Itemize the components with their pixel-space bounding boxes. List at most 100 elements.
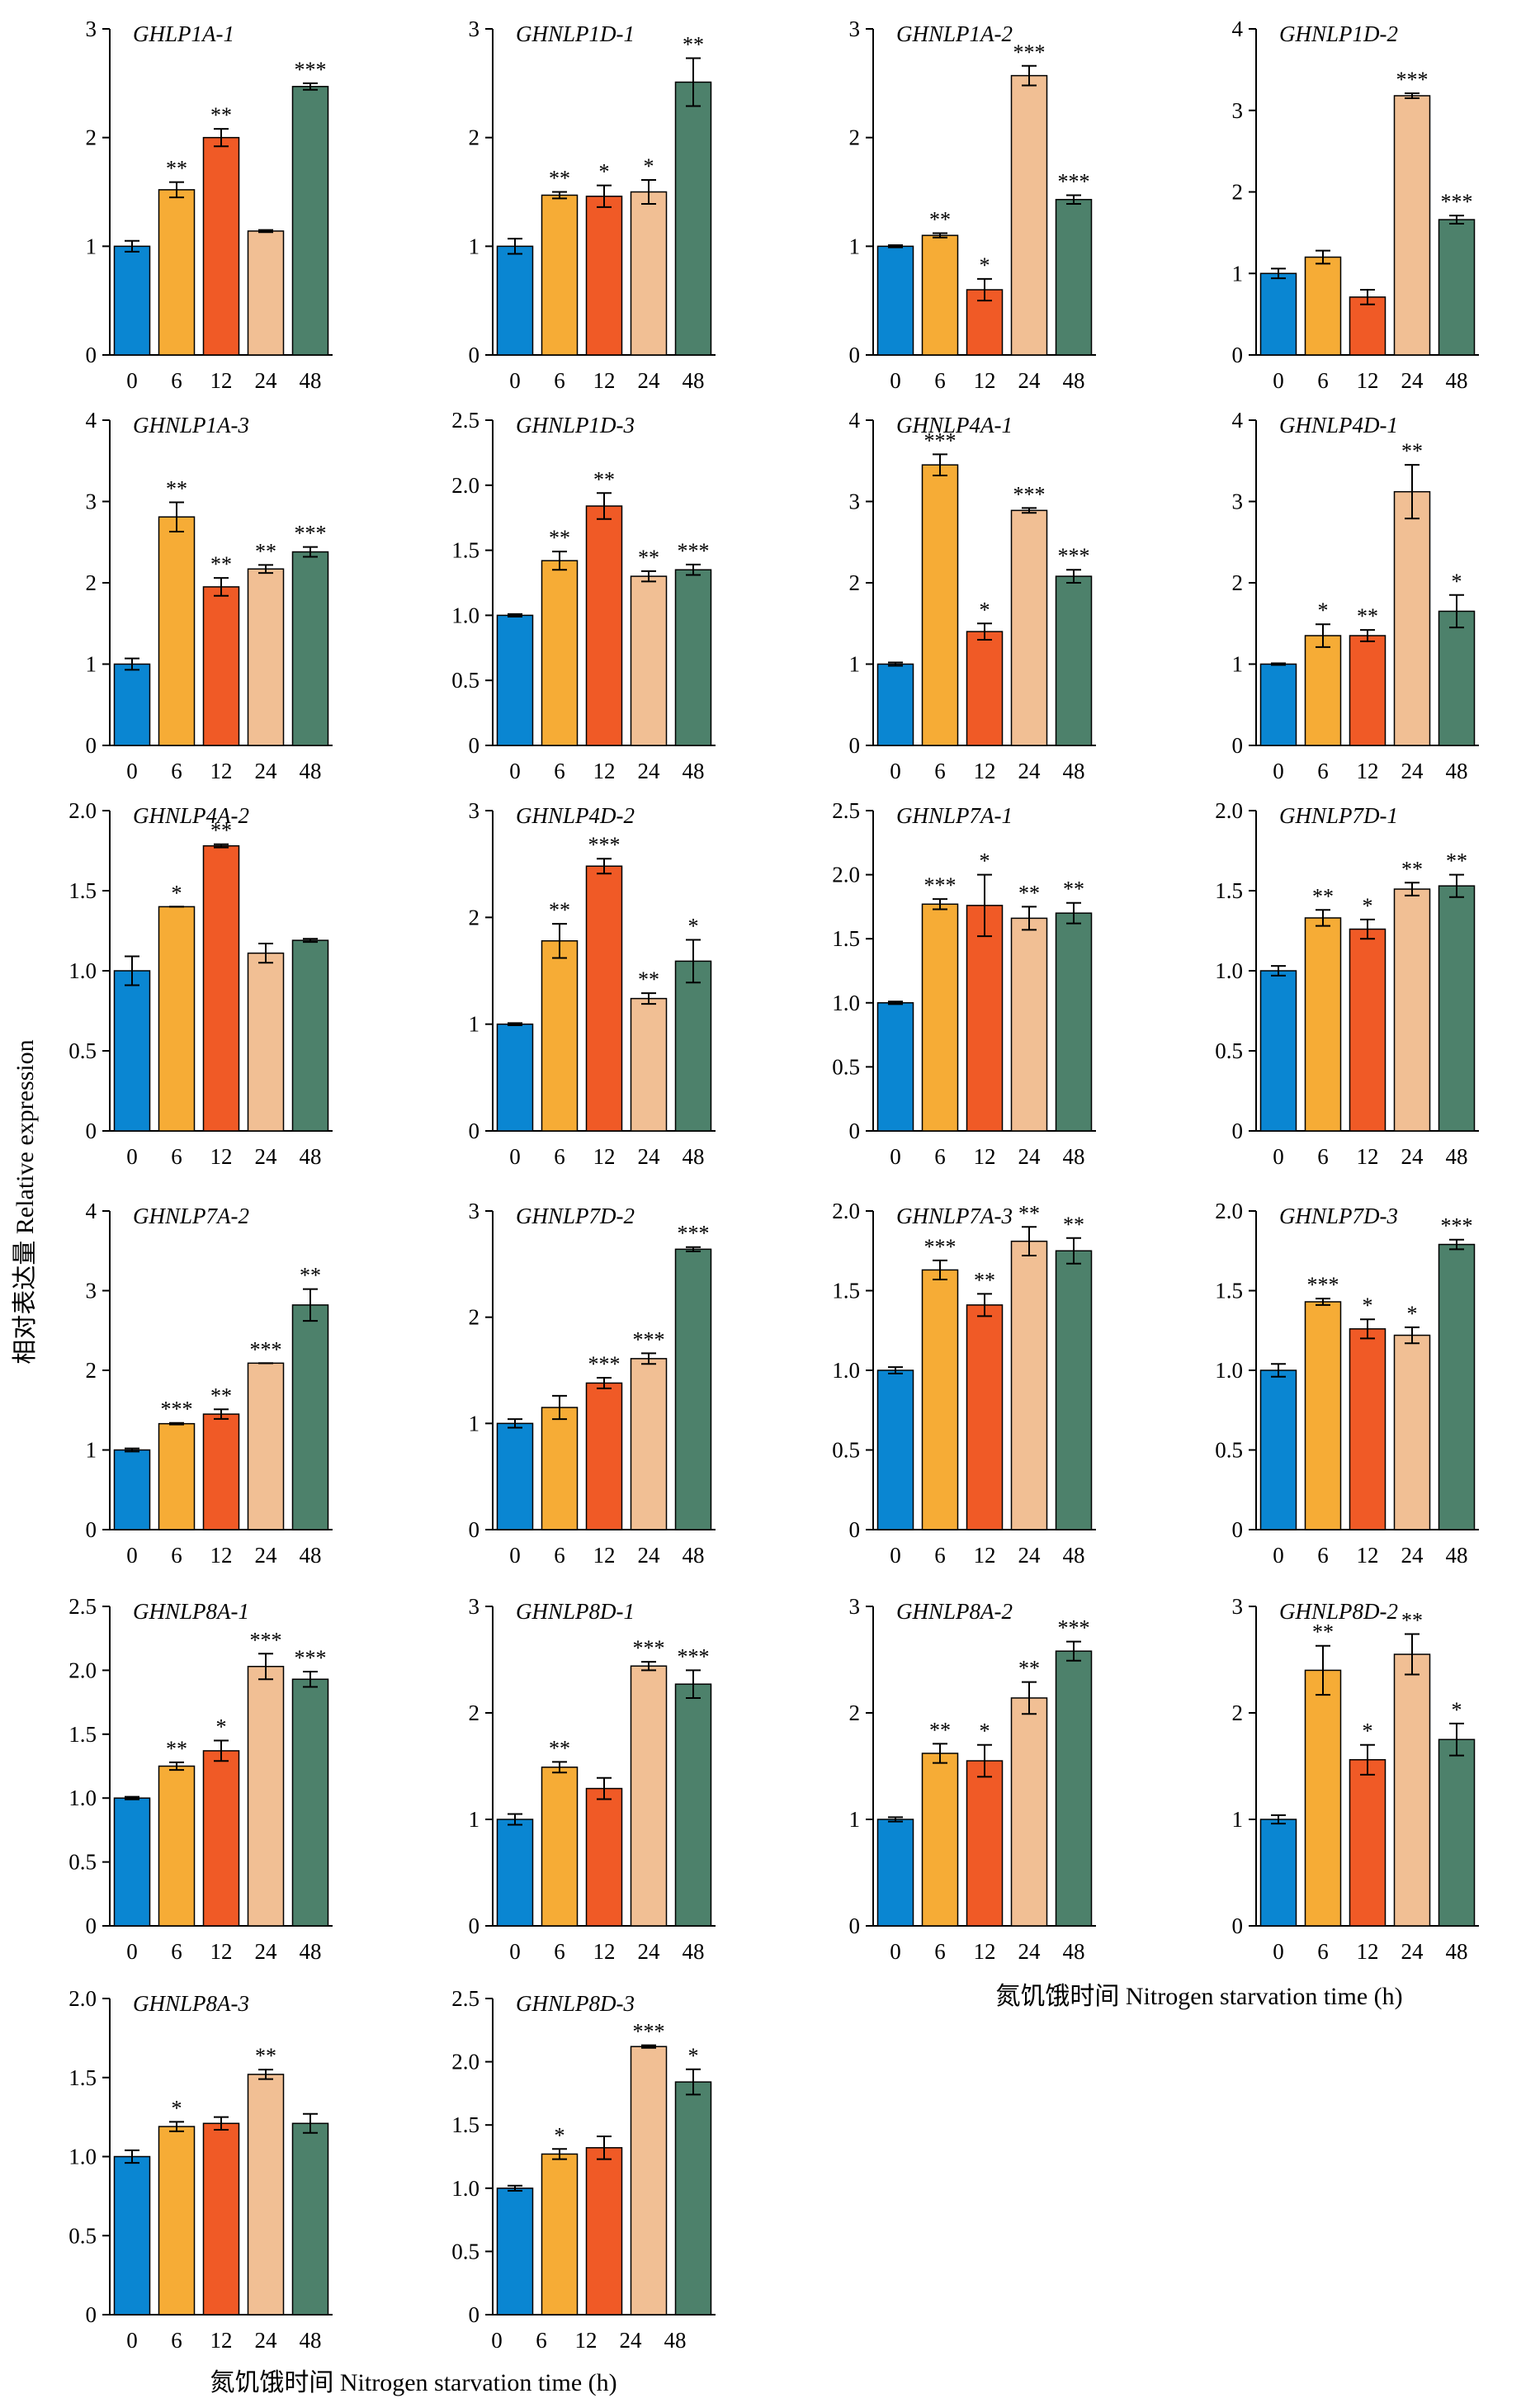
x-tick-label: 12 (974, 759, 996, 783)
x-tick-label: 48 (1446, 759, 1468, 783)
panel-title: GHNLP8A-2 (896, 1599, 1013, 1624)
panel-title: GHNLP1A-2 (896, 21, 1013, 46)
significance-marker: * (980, 1719, 990, 1743)
significance-marker: *** (295, 58, 327, 82)
x-tick-label: 0 (509, 759, 521, 783)
y-tick-label: 0.5 (68, 2223, 97, 2248)
bar-48h (1438, 1738, 1476, 1927)
y-tick-label: 2 (1232, 570, 1244, 595)
bar-24h (1010, 509, 1048, 746)
x-tick-label: 0 (126, 1543, 138, 1568)
y-tick-label: 1.5 (68, 2065, 97, 2090)
y-tick-label: 2.0 (68, 798, 97, 823)
x-tick-label: 12 (210, 2328, 233, 2353)
y-tick-label: 2.0 (68, 1986, 97, 2011)
x-tick-label: 12 (1357, 1543, 1379, 1568)
bar-24h (247, 2074, 285, 2315)
bar-0h (1259, 1369, 1297, 1530)
x-tick-label: 6 (934, 759, 946, 783)
bar-24h (247, 230, 285, 356)
bar-48h (291, 86, 329, 356)
x-tick-label: 0 (1273, 1543, 1284, 1568)
bar-24h (1010, 1697, 1048, 1927)
x-tick-label: 48 (664, 2328, 687, 2353)
significance-marker: ** (549, 526, 570, 550)
x-tick-label: 24 (1018, 368, 1042, 393)
y-tick-label: 1.5 (832, 1279, 860, 1303)
x-tick-label: 6 (171, 1144, 182, 1169)
bar-12h (1349, 1328, 1386, 1530)
bar-6h (921, 234, 959, 356)
bar-48h (1055, 912, 1093, 1132)
x-tick-label: 0 (890, 759, 901, 783)
x-tick-label: 48 (683, 1144, 705, 1169)
significance-marker: *** (1013, 482, 1046, 506)
significance-marker: ** (974, 1268, 995, 1292)
bar-48h (1055, 1650, 1093, 1927)
bar-48h (1055, 198, 1093, 356)
bar-0h (496, 1819, 534, 1927)
y-tick-label: 0.5 (451, 2239, 479, 2263)
y-tick-label: 0 (849, 1517, 861, 1542)
bar-6h (541, 2153, 579, 2315)
bar-12h (585, 196, 623, 356)
y-tick-label: 0.5 (68, 1038, 97, 1063)
y-tick-label: 0 (86, 1517, 97, 1542)
significance-marker: * (1318, 598, 1329, 622)
x-tick-label: 12 (1357, 759, 1379, 783)
y-tick-label: 2.0 (1215, 798, 1243, 823)
significance-marker: ** (1063, 1213, 1084, 1237)
bar-12h (966, 289, 1004, 356)
y-tick-label: 1.0 (832, 991, 860, 1015)
y-tick-label: 0 (469, 1913, 480, 1938)
bar-24h (630, 1665, 668, 1927)
x-tick-label: 12 (593, 368, 616, 393)
significance-marker: ** (210, 819, 232, 843)
panel-title: GHNLP7D-1 (1279, 803, 1398, 828)
y-tick-label: 2 (849, 125, 861, 150)
bar-6h (541, 1767, 579, 1927)
significance-marker: *** (1396, 68, 1429, 92)
bar-12h (1349, 635, 1386, 746)
significance-marker: * (1407, 1302, 1418, 1326)
significance-marker: ** (1401, 1609, 1423, 1633)
bar-6h (921, 464, 959, 746)
y-tick-label: 2 (86, 1358, 97, 1383)
significance-marker: * (216, 1715, 227, 1739)
x-tick-label: 12 (974, 1543, 996, 1568)
y-tick-label: 2 (1232, 180, 1244, 205)
bar-6h (1304, 1669, 1342, 1927)
y-tick-label: 2.5 (451, 408, 479, 433)
bar-24h (247, 1666, 285, 1927)
significance-marker: ** (166, 1737, 187, 1761)
bar-0h (113, 970, 151, 1132)
bar-12h (585, 865, 623, 1132)
bar-48h (674, 81, 712, 356)
x-tick-label: 6 (1317, 1144, 1329, 1169)
x-tick-label: 24 (1018, 759, 1042, 783)
x-tick-label: 48 (300, 1543, 322, 1568)
significance-marker: *** (161, 1398, 193, 1421)
y-tick-label: 0 (1232, 733, 1244, 758)
bar-12h (585, 505, 623, 746)
bar-6h (158, 516, 196, 746)
panel-title: GHNLP7D-3 (1279, 1204, 1398, 1228)
bar-0h (1259, 272, 1297, 356)
x-tick-label: 12 (1357, 368, 1379, 393)
bar-0h (496, 2188, 534, 2315)
bar-48h (291, 2122, 329, 2315)
bar-0h (113, 1797, 151, 1927)
x-tick-label: 6 (934, 1543, 946, 1568)
y-tick-label: 2 (1232, 1701, 1244, 1725)
panel-title: GHNLP1A-3 (133, 413, 249, 438)
significance-marker: *** (924, 1235, 957, 1259)
y-tick-label: 0 (1232, 343, 1244, 367)
y-tick-label: 0.5 (68, 1850, 97, 1875)
panel-title: GHNLP8A-3 (133, 1991, 249, 2016)
y-tick-label: 1 (849, 234, 861, 258)
significance-marker: ** (1018, 881, 1040, 905)
bar-6h (921, 1753, 959, 1927)
significance-marker: ** (166, 476, 187, 500)
y-tick-label: 0 (469, 1517, 480, 1542)
x-tick-label: 24 (1018, 1144, 1042, 1169)
